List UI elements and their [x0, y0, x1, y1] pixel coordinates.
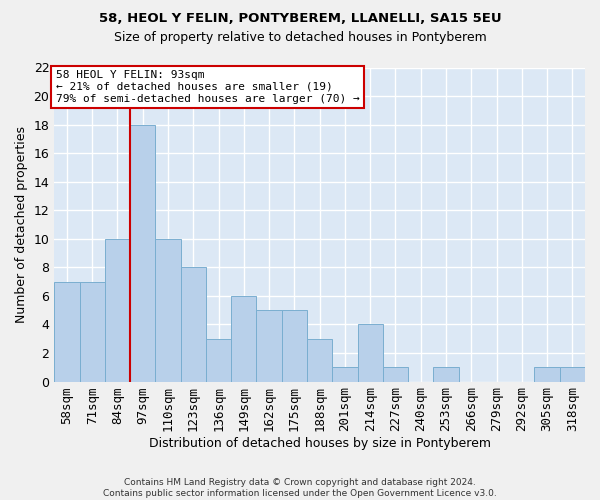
Bar — [155, 239, 181, 382]
Bar — [560, 368, 585, 382]
X-axis label: Distribution of detached houses by size in Pontyberem: Distribution of detached houses by size … — [149, 437, 491, 450]
Bar — [130, 124, 155, 382]
Bar — [282, 310, 307, 382]
Text: 58, HEOL Y FELIN, PONTYBEREM, LLANELLI, SA15 5EU: 58, HEOL Y FELIN, PONTYBEREM, LLANELLI, … — [98, 12, 502, 26]
Bar — [206, 339, 231, 382]
Bar — [181, 268, 206, 382]
Bar — [535, 368, 560, 382]
Y-axis label: Number of detached properties: Number of detached properties — [15, 126, 28, 323]
Bar — [231, 296, 256, 382]
Bar — [332, 368, 358, 382]
Bar — [358, 324, 383, 382]
Text: Size of property relative to detached houses in Pontyberem: Size of property relative to detached ho… — [113, 31, 487, 44]
Text: 58 HEOL Y FELIN: 93sqm
← 21% of detached houses are smaller (19)
79% of semi-det: 58 HEOL Y FELIN: 93sqm ← 21% of detached… — [56, 70, 359, 104]
Bar — [256, 310, 282, 382]
Text: Contains HM Land Registry data © Crown copyright and database right 2024.
Contai: Contains HM Land Registry data © Crown c… — [103, 478, 497, 498]
Bar — [307, 339, 332, 382]
Bar — [105, 239, 130, 382]
Bar — [80, 282, 105, 382]
Bar — [433, 368, 458, 382]
Bar — [54, 282, 80, 382]
Bar — [383, 368, 408, 382]
